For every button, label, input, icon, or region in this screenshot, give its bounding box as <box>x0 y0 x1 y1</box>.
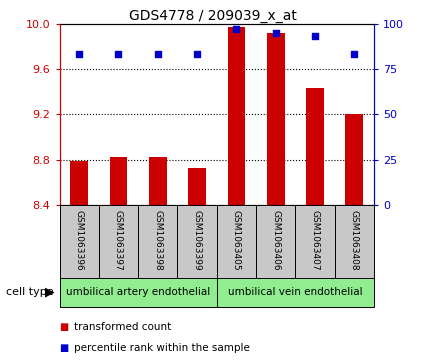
Text: GSM1063399: GSM1063399 <box>193 210 201 271</box>
Point <box>154 52 161 57</box>
Bar <box>138 205 178 278</box>
Text: ■: ■ <box>60 322 69 332</box>
Text: percentile rank within the sample: percentile rank within the sample <box>74 343 250 353</box>
Text: GSM1063407: GSM1063407 <box>311 210 320 271</box>
Bar <box>267 33 285 205</box>
Bar <box>60 278 217 307</box>
Bar <box>60 205 99 278</box>
Point <box>115 52 122 57</box>
Text: GSM1063408: GSM1063408 <box>350 210 359 271</box>
Bar <box>178 205 217 278</box>
Point <box>194 52 201 57</box>
Text: GSM1063397: GSM1063397 <box>114 210 123 271</box>
Point <box>76 52 82 57</box>
Text: GDS4778 / 209039_x_at: GDS4778 / 209039_x_at <box>128 9 296 23</box>
Text: umbilical vein endothelial: umbilical vein endothelial <box>228 287 363 297</box>
Bar <box>188 168 206 205</box>
Text: cell type: cell type <box>6 287 54 297</box>
Text: GSM1063405: GSM1063405 <box>232 210 241 271</box>
Bar <box>295 205 335 278</box>
Text: ▶: ▶ <box>45 286 55 299</box>
Bar <box>99 205 138 278</box>
Bar <box>346 114 363 205</box>
Text: GSM1063406: GSM1063406 <box>271 210 280 271</box>
Text: ■: ■ <box>60 343 69 353</box>
Text: transformed count: transformed count <box>74 322 172 332</box>
Bar <box>70 161 88 205</box>
Point <box>312 33 318 39</box>
Bar <box>335 205 374 278</box>
Point <box>233 26 240 32</box>
Text: GSM1063398: GSM1063398 <box>153 210 162 271</box>
Bar <box>256 205 295 278</box>
Bar <box>217 278 374 307</box>
Bar <box>110 158 128 205</box>
Bar <box>149 158 167 205</box>
Text: umbilical artery endothelial: umbilical artery endothelial <box>66 287 210 297</box>
Bar <box>227 27 245 205</box>
Point <box>351 52 358 57</box>
Text: GSM1063396: GSM1063396 <box>75 210 84 271</box>
Bar <box>217 205 256 278</box>
Bar <box>306 88 324 205</box>
Point <box>272 30 279 36</box>
